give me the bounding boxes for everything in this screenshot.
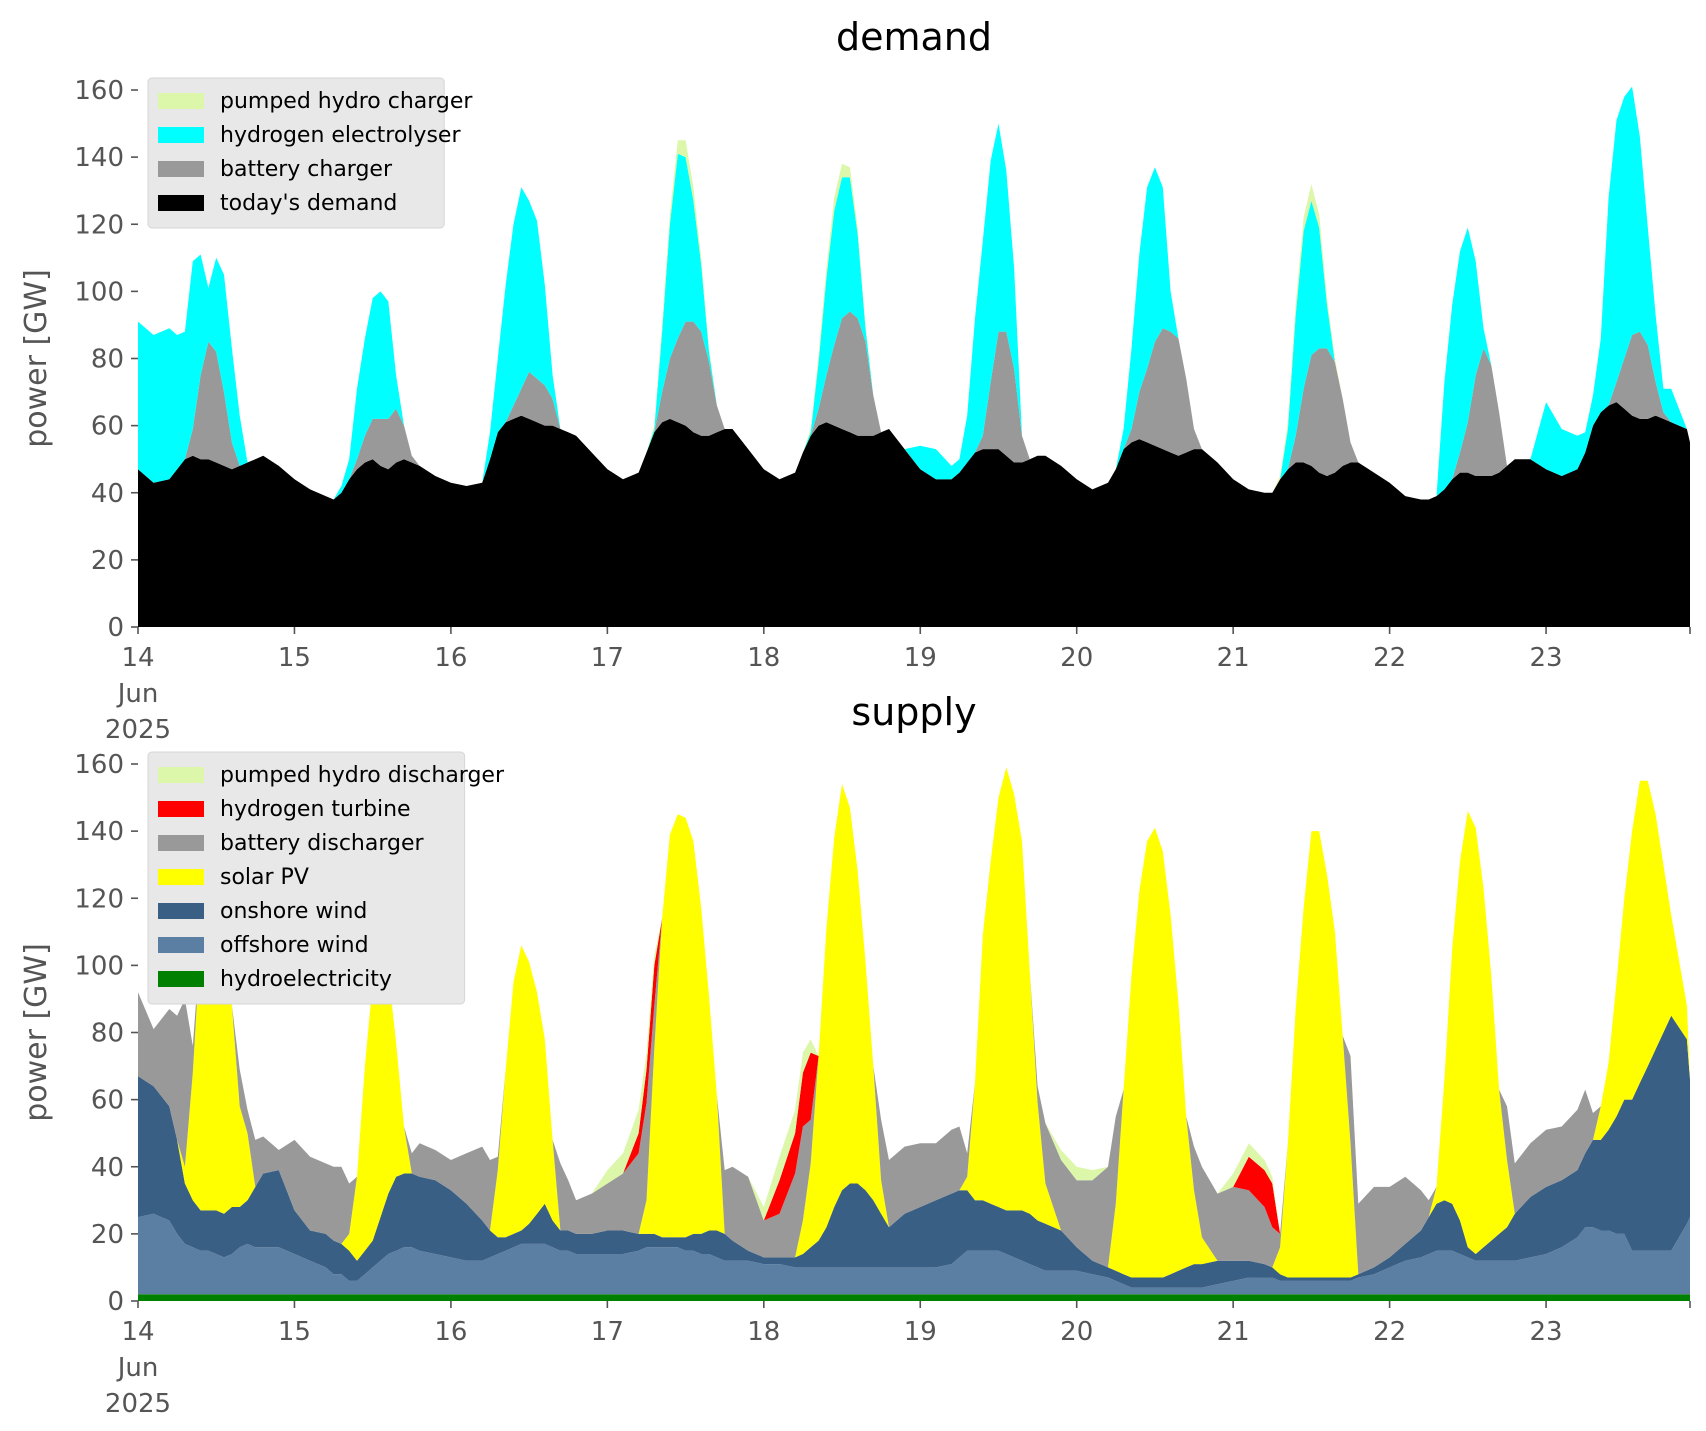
y-tick-label: 120 bbox=[74, 210, 124, 240]
chart-title: demand bbox=[836, 15, 992, 59]
legend-swatch-solar-pv bbox=[158, 869, 204, 885]
x-tick-label: 17 bbox=[591, 643, 624, 673]
x-tick-label: 14 bbox=[121, 643, 154, 673]
x-tick-sublabel: 2025 bbox=[105, 715, 171, 745]
area-hydroelectricity bbox=[138, 1294, 1690, 1301]
legend-swatch-hydroelectricity bbox=[158, 971, 204, 987]
x-axis: 14 Jun 2025 15 16 17 18 19 20 21 22 23 bbox=[105, 627, 1691, 745]
x-tick-label: 22 bbox=[1373, 1317, 1406, 1347]
y-tick-label: 140 bbox=[74, 817, 124, 847]
y-tick-label: 100 bbox=[74, 951, 124, 981]
x-tick-label: 20 bbox=[1060, 643, 1093, 673]
demand-panel: demand 0 20 40 60 80 100 120 140 160 power [GW] 14 J… bbox=[19, 15, 1691, 745]
x-tick-sublabel: Jun bbox=[116, 1353, 159, 1383]
area-offshore-wind bbox=[138, 1213, 1690, 1295]
area-today-s-demand bbox=[138, 402, 1690, 627]
legend-swatch-hydrogen-turbine bbox=[158, 801, 204, 817]
legend-label-hydrogen-turbine: hydrogen turbine bbox=[220, 797, 411, 822]
y-axis: 0 20 40 60 80 100 120 140 160 power [GW] bbox=[19, 750, 138, 1317]
legend-label-today-s-demand: today's demand bbox=[220, 191, 397, 216]
legend-swatch-battery-discharger bbox=[158, 835, 204, 851]
x-tick-label: 16 bbox=[434, 1317, 467, 1347]
area-battery-charger bbox=[138, 311, 1690, 500]
x-tick-label: 22 bbox=[1373, 643, 1406, 673]
area-battery-discharger bbox=[138, 767, 1690, 1275]
x-tick-label: 20 bbox=[1060, 1317, 1093, 1347]
areas bbox=[138, 767, 1690, 1301]
legend: pumped hydro charger hydrogen electrolyse… bbox=[147, 77, 473, 229]
legend-swatch-hydrogen-electrolyser bbox=[158, 127, 204, 143]
legend-label-offshore-wind: offshore wind bbox=[220, 933, 369, 958]
legend-label-pumped-hydro-discharger: pumped hydro discharger bbox=[220, 763, 505, 788]
legend-label-battery-discharger: battery discharger bbox=[220, 831, 425, 856]
x-tick-sublabel: 2025 bbox=[105, 1389, 171, 1419]
y-tick-label: 0 bbox=[107, 1287, 124, 1317]
legend-label-battery-charger: battery charger bbox=[220, 157, 393, 182]
chart-title: supply bbox=[851, 690, 976, 734]
x-tick-label: 23 bbox=[1530, 1317, 1563, 1347]
x-tick-sublabel: Jun bbox=[116, 679, 159, 709]
legend-box bbox=[147, 751, 466, 1005]
area-onshore-wind bbox=[138, 1015, 1690, 1288]
supply-panel: supply 0 20 40 60 80 100 120 140 160 power [GW] 14 J… bbox=[19, 690, 1691, 1419]
x-tick-label: 18 bbox=[747, 643, 780, 673]
x-tick-label: 21 bbox=[1217, 1317, 1250, 1347]
x-tick-label: 19 bbox=[904, 643, 937, 673]
y-tick-label: 60 bbox=[91, 412, 124, 442]
x-tick-label: 17 bbox=[591, 1317, 624, 1347]
legend-swatch-battery-charger bbox=[158, 161, 204, 177]
x-tick-label: 18 bbox=[747, 1317, 780, 1347]
legend: pumped hydro discharger hydrogen turbine b… bbox=[147, 751, 505, 1005]
y-tick-label: 40 bbox=[91, 1153, 124, 1183]
legend-swatch-onshore-wind bbox=[158, 903, 204, 919]
area-solar-pv bbox=[138, 767, 1690, 1278]
x-axis: 14 Jun 2025 15 16 17 18 19 20 21 22 23 bbox=[105, 1301, 1691, 1419]
y-tick-label: 140 bbox=[74, 143, 124, 173]
x-tick-label: 19 bbox=[904, 1317, 937, 1347]
y-tick-label: 40 bbox=[91, 479, 124, 509]
x-tick-label: 16 bbox=[434, 643, 467, 673]
legend-label-hydroelectricity: hydroelectricity bbox=[220, 967, 392, 992]
legend-label-pumped-hydro-charger: pumped hydro charger bbox=[220, 89, 473, 114]
y-tick-label: 0 bbox=[107, 613, 124, 643]
y-tick-label: 120 bbox=[74, 884, 124, 914]
x-tick-label: 15 bbox=[278, 643, 311, 673]
legend-label-onshore-wind: onshore wind bbox=[220, 899, 367, 924]
y-tick-label: 20 bbox=[91, 546, 124, 576]
y-tick-label: 80 bbox=[91, 345, 124, 375]
x-tick-label: 23 bbox=[1530, 643, 1563, 673]
y-axis-label: power [GW] bbox=[19, 269, 54, 448]
legend-box bbox=[147, 77, 445, 229]
area-hydrogen-electrolyser bbox=[138, 86, 1690, 500]
areas bbox=[138, 86, 1690, 627]
x-tick-label: 15 bbox=[278, 1317, 311, 1347]
y-tick-label: 20 bbox=[91, 1220, 124, 1250]
legend-swatch-pumped-hydro-discharger bbox=[158, 767, 204, 783]
x-tick-label: 14 bbox=[121, 1317, 154, 1347]
y-tick-label: 80 bbox=[91, 1019, 124, 1049]
y-tick-label: 60 bbox=[91, 1086, 124, 1116]
y-tick-label: 100 bbox=[74, 277, 124, 307]
y-tick-label: 160 bbox=[74, 76, 124, 106]
x-tick-label: 21 bbox=[1217, 643, 1250, 673]
legend-label-hydrogen-electrolyser: hydrogen electrolyser bbox=[220, 123, 461, 148]
legend-swatch-pumped-hydro-charger bbox=[158, 93, 204, 109]
y-tick-label: 160 bbox=[74, 750, 124, 780]
legend-label-solar-pv: solar PV bbox=[220, 865, 309, 890]
y-axis-label: power [GW] bbox=[19, 943, 54, 1122]
legend-swatch-today-s-demand bbox=[158, 195, 204, 211]
legend-swatch-offshore-wind bbox=[158, 937, 204, 953]
y-axis: 0 20 40 60 80 100 120 140 160 power [GW] bbox=[19, 76, 138, 643]
